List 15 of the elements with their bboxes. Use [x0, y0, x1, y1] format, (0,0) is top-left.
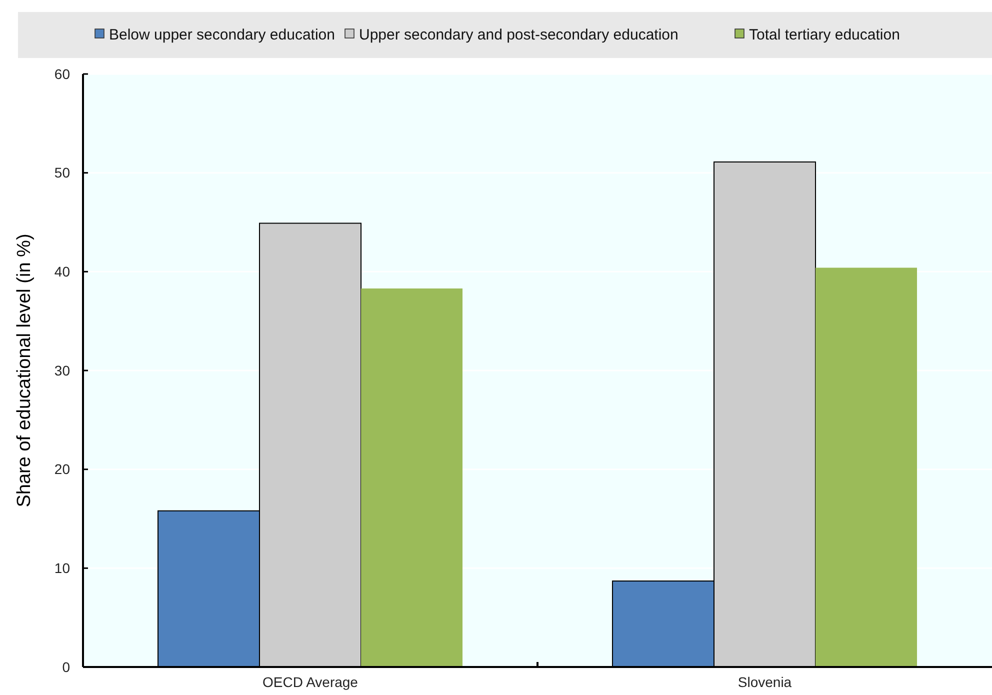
legend-label: Total tertiary education — [749, 26, 900, 44]
x-tick-label: Slovenia — [738, 674, 792, 690]
bar — [816, 268, 918, 667]
y-tick-label: 10 — [54, 560, 70, 576]
y-tick-label: 40 — [54, 264, 70, 280]
y-tick-label: 20 — [54, 461, 70, 478]
y-tick-label: 50 — [54, 164, 70, 181]
y-axis-title: Share of educational level (in %) — [14, 234, 35, 508]
x-tick-label: OECD Average — [262, 674, 358, 690]
legend-label: Below upper secondary education — [109, 26, 335, 44]
y-tick-label: 0 — [62, 658, 70, 675]
y-tick-label: 30 — [54, 362, 70, 378]
legend-label: Upper secondary and post-secondary education — [359, 26, 678, 44]
bar — [361, 288, 463, 667]
y-tick-label: 60 — [54, 66, 70, 82]
